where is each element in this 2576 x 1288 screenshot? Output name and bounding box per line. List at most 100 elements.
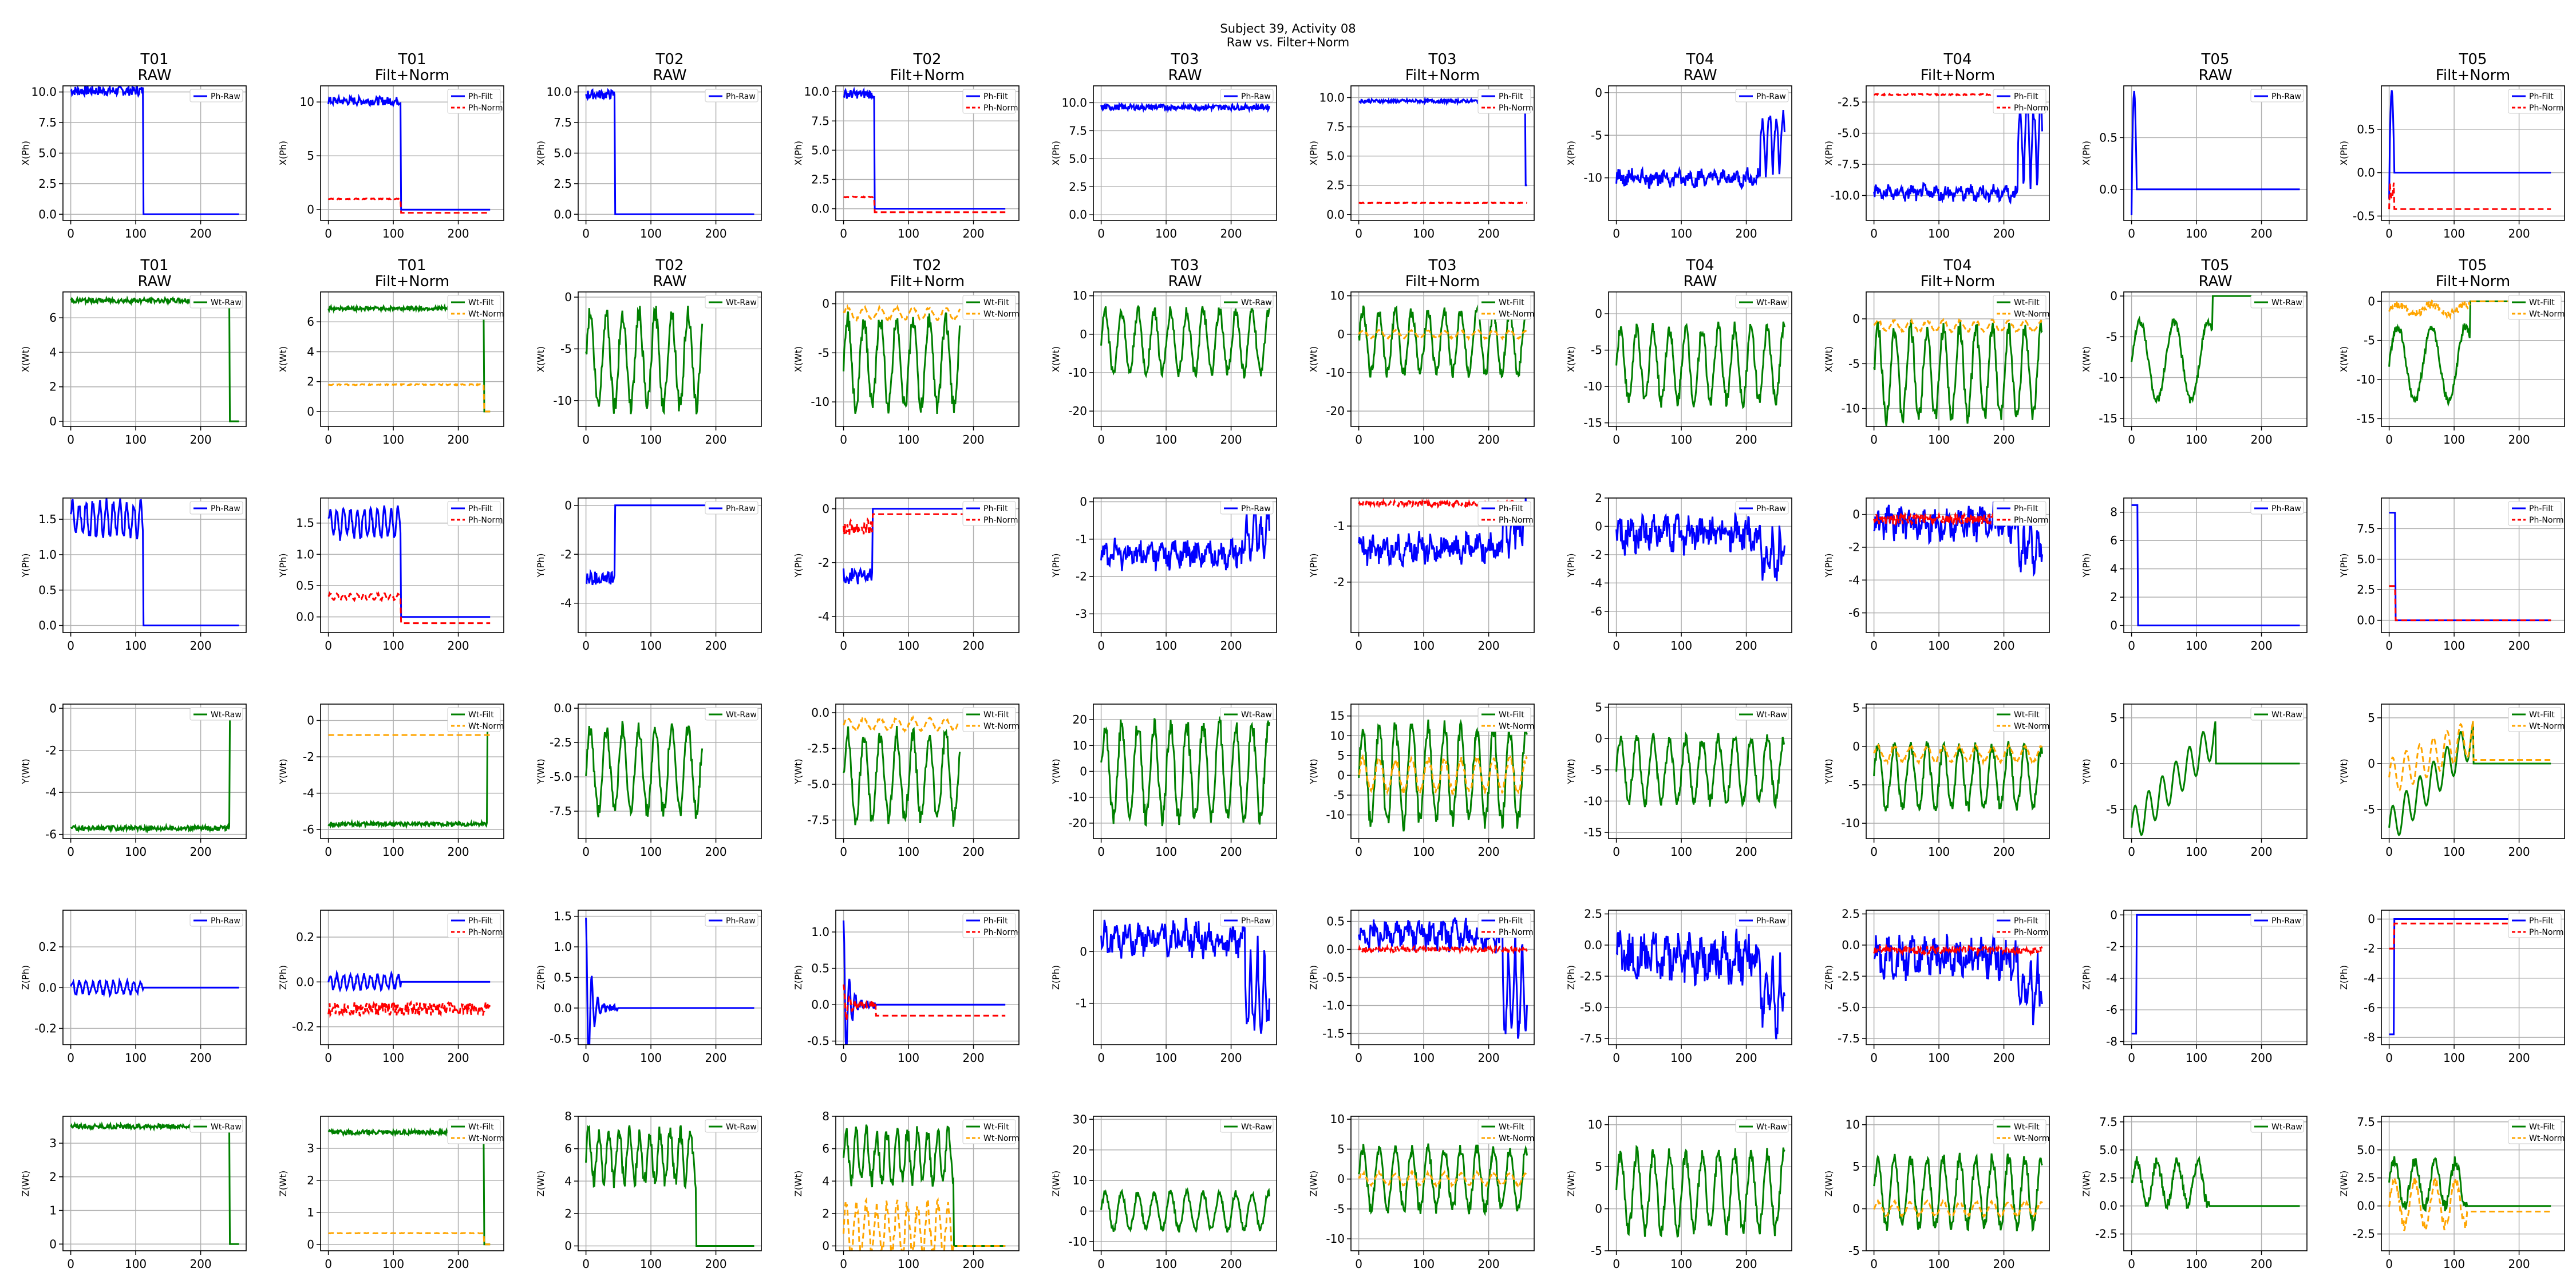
legend: Ph-Raw: [705, 501, 758, 515]
plot-frame: [1866, 85, 2050, 221]
y-tick-label: 5: [1595, 700, 1602, 714]
subplot-title-trial: T05: [2201, 257, 2230, 274]
y-tick-label: -10: [2099, 371, 2117, 385]
y-tick-label: 0.5: [2357, 123, 2375, 136]
x-tick-label: 100: [1413, 433, 1435, 447]
y-axis-label: Z(Ph): [1308, 965, 1319, 990]
subplot-title-mode: RAW: [2198, 67, 2232, 84]
legend-box: [1220, 501, 1274, 515]
legend-label: Wt-Filt: [468, 298, 494, 307]
y-tick-label: -0.2: [34, 1022, 57, 1036]
x-tick-label: 0: [582, 1257, 590, 1271]
y-tick-label: -10: [1068, 1235, 1087, 1249]
subplot-title-mode: Filt+Norm: [1405, 273, 1480, 290]
x-tick-label: 0: [2385, 227, 2393, 240]
figure-title-line1: Subject 39, Activity 08: [1220, 22, 1356, 35]
legend-label: Ph-Raw: [1241, 92, 1271, 101]
subplot-title-mode: RAW: [653, 273, 686, 290]
x-tick-label: 0: [2128, 227, 2135, 240]
series-line-wt-raw: [585, 306, 704, 415]
y-tick-label: 0: [2110, 757, 2117, 771]
x-tick-label: 100: [1155, 639, 1177, 653]
y-tick-label: -2: [2106, 940, 2117, 954]
plot-frame: [578, 704, 762, 839]
y-tick-label: 5.0: [811, 143, 829, 157]
legend: Ph-Raw: [2250, 501, 2304, 515]
x-tick-label: 200: [1993, 227, 2014, 240]
y-tick-label: 6: [822, 1142, 829, 1156]
series-line-ph-norm: [1873, 943, 2043, 957]
y-axis-label: Y(Wt): [2338, 758, 2349, 784]
y-tick-label: 3: [49, 1136, 57, 1150]
y-tick-label: 0.0: [1842, 938, 1860, 952]
subplot-title-trial: T02: [655, 257, 684, 274]
x-tick-label: 0: [1613, 433, 1620, 447]
y-tick-label: 10: [1330, 1112, 1345, 1126]
y-tick-label: -5: [1848, 1244, 1860, 1258]
x-tick-label: 200: [705, 227, 726, 240]
plot-frame: [1350, 497, 1535, 633]
subplot-title-mode: RAW: [653, 67, 686, 84]
y-tick-label: 2.5: [811, 172, 829, 186]
legend-box: [2250, 707, 2304, 721]
y-tick-label: 0: [307, 1238, 314, 1251]
series-line-wt-filt: [1873, 741, 2043, 812]
subplot-title-mode: Filt+Norm: [890, 67, 965, 84]
y-tick-label: -20: [1068, 816, 1087, 830]
y-axis-label: Z(Ph): [2338, 965, 2349, 990]
y-tick-label: -15: [1583, 416, 1602, 430]
legend-box: [1220, 295, 1274, 309]
legend: Wt-Raw: [189, 707, 243, 721]
legend-label: Wt-Norm: [468, 722, 504, 731]
legend-box: [189, 1119, 243, 1133]
y-tick-label: 0.5: [38, 583, 57, 597]
y-tick-label: 0.0: [38, 207, 57, 221]
series-line-wt-norm: [2388, 299, 2551, 320]
y-tick-label: 1.5: [296, 516, 314, 530]
x-tick-label: 200: [1993, 639, 2014, 653]
plot-frame: [1608, 1116, 1792, 1251]
x-tick-label: 0: [67, 1257, 74, 1271]
subplot-title-mode: RAW: [1168, 67, 1202, 84]
y-tick-label: 10.0: [804, 85, 829, 98]
legend: Wt-Filt Wt-Norm: [2508, 1119, 2565, 1144]
subplot-title-trial: T04: [1686, 51, 1714, 68]
legend-label: Ph-Filt: [2014, 916, 2038, 926]
subplot-Z(Ph)-T01-Filt+Norm: -0.2 0.0 0.2 0 100 200 Z(Ph) Ph-Filt Ph-Norm: [278, 910, 504, 1065]
y-tick-label: 7.5: [1326, 120, 1345, 134]
y-tick-label: -7.5: [1838, 1032, 1860, 1045]
series-line-wt-raw: [1615, 321, 1785, 409]
legend-label: Ph-Raw: [1756, 916, 1786, 926]
y-axis-label: Y(Ph): [1823, 553, 1834, 578]
legend-label: Wt-Filt: [1499, 1123, 1524, 1132]
x-tick-label: 200: [2250, 433, 2272, 447]
y-tick-label: -10: [1326, 1232, 1345, 1246]
x-tick-label: 0: [582, 227, 590, 240]
x-tick-label: 100: [1670, 433, 1692, 447]
y-axis-label: Z(Ph): [20, 965, 31, 990]
y-tick-label: 7.5: [38, 116, 57, 129]
y-tick-label: 10.0: [1061, 96, 1087, 109]
y-tick-label: -10: [1326, 366, 1345, 380]
x-tick-label: 0: [1355, 433, 1362, 447]
plot-frame: [62, 704, 247, 839]
y-tick-label: 5.0: [1326, 149, 1345, 163]
y-axis-label: X(Ph): [793, 141, 804, 165]
x-tick-label: 200: [1477, 227, 1499, 240]
x-tick-label: 200: [1735, 1257, 1757, 1271]
y-axis-label: Z(Wt): [278, 1171, 289, 1197]
y-tick-label: 8: [2110, 505, 2117, 519]
subplot-Y(Wt)-T01-RAW: -6 -4 -2 0 0 100 200 Y(Wt) Wt-Raw: [20, 701, 247, 859]
x-tick-label: 200: [705, 1257, 726, 1271]
series-line-ph-filt: [1358, 917, 1528, 1039]
y-tick-label: 0: [2368, 294, 2375, 308]
legend-label: Ph-Filt: [983, 504, 1008, 513]
y-tick-label: -0.5: [1322, 971, 1345, 985]
y-tick-label: -4: [1591, 576, 1602, 590]
y-axis-label: Y(Wt): [1308, 758, 1319, 784]
